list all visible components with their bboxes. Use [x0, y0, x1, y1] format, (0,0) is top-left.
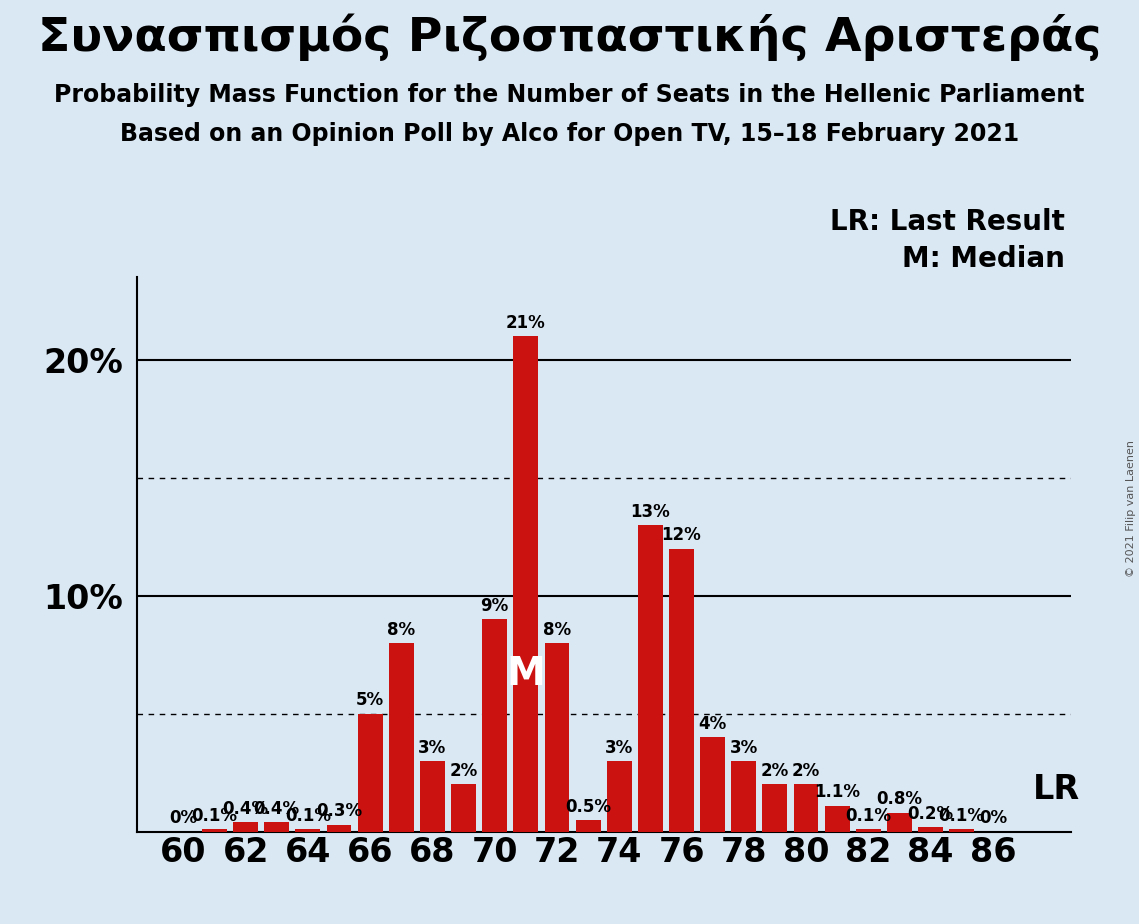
Bar: [825, 806, 850, 832]
Text: 8%: 8%: [543, 621, 571, 638]
Text: 0.5%: 0.5%: [565, 797, 612, 816]
Text: 0.2%: 0.2%: [908, 805, 953, 822]
Text: 0.4%: 0.4%: [254, 800, 300, 818]
Text: 2%: 2%: [761, 762, 789, 780]
Text: M: Median: M: Median: [902, 245, 1065, 273]
Text: 9%: 9%: [481, 597, 509, 615]
Bar: [794, 784, 819, 832]
Text: 0%: 0%: [170, 809, 197, 827]
Text: 0.1%: 0.1%: [939, 807, 985, 825]
Text: 0.3%: 0.3%: [316, 802, 362, 821]
Bar: [700, 737, 726, 832]
Bar: [514, 336, 539, 832]
Text: Probability Mass Function for the Number of Seats in the Hellenic Parliament: Probability Mass Function for the Number…: [55, 83, 1084, 107]
Bar: [202, 829, 227, 832]
Text: 0.8%: 0.8%: [876, 790, 923, 808]
Bar: [264, 822, 289, 832]
Bar: [949, 829, 974, 832]
Bar: [233, 822, 259, 832]
Bar: [451, 784, 476, 832]
Bar: [327, 824, 352, 832]
Bar: [420, 760, 445, 832]
Text: LR: Last Result: LR: Last Result: [830, 208, 1065, 236]
Text: 5%: 5%: [357, 691, 384, 710]
Bar: [855, 829, 880, 832]
Text: 3%: 3%: [605, 738, 633, 757]
Text: M: M: [507, 655, 546, 693]
Bar: [575, 820, 600, 832]
Bar: [669, 549, 694, 832]
Text: 13%: 13%: [631, 503, 670, 520]
Text: 3%: 3%: [730, 738, 757, 757]
Text: © 2021 Filip van Laenen: © 2021 Filip van Laenen: [1125, 440, 1136, 577]
Text: 2%: 2%: [792, 762, 820, 780]
Bar: [762, 784, 787, 832]
Text: Συνασπισμός Ριζοσπαστικής Αριστεράς: Συνασπισμός Ριζοσπαστικής Αριστεράς: [38, 14, 1101, 61]
Bar: [607, 760, 632, 832]
Text: 4%: 4%: [698, 715, 727, 733]
Text: 0.1%: 0.1%: [191, 807, 238, 825]
Bar: [482, 619, 507, 832]
Text: 21%: 21%: [506, 314, 546, 332]
Bar: [388, 643, 413, 832]
Bar: [731, 760, 756, 832]
Text: 8%: 8%: [387, 621, 416, 638]
Text: LR: LR: [1033, 772, 1081, 806]
Text: 3%: 3%: [418, 738, 446, 757]
Bar: [887, 813, 912, 832]
Text: 12%: 12%: [662, 527, 702, 544]
Bar: [918, 827, 943, 832]
Bar: [358, 713, 383, 832]
Text: Based on an Opinion Poll by Alco for Open TV, 15–18 February 2021: Based on an Opinion Poll by Alco for Ope…: [120, 122, 1019, 146]
Bar: [295, 829, 320, 832]
Text: 0.4%: 0.4%: [222, 800, 269, 818]
Bar: [638, 525, 663, 832]
Text: 0%: 0%: [978, 809, 1007, 827]
Bar: [544, 643, 570, 832]
Text: 1.1%: 1.1%: [814, 784, 860, 801]
Text: 0.1%: 0.1%: [285, 807, 331, 825]
Text: 0.1%: 0.1%: [845, 807, 892, 825]
Text: 2%: 2%: [450, 762, 477, 780]
